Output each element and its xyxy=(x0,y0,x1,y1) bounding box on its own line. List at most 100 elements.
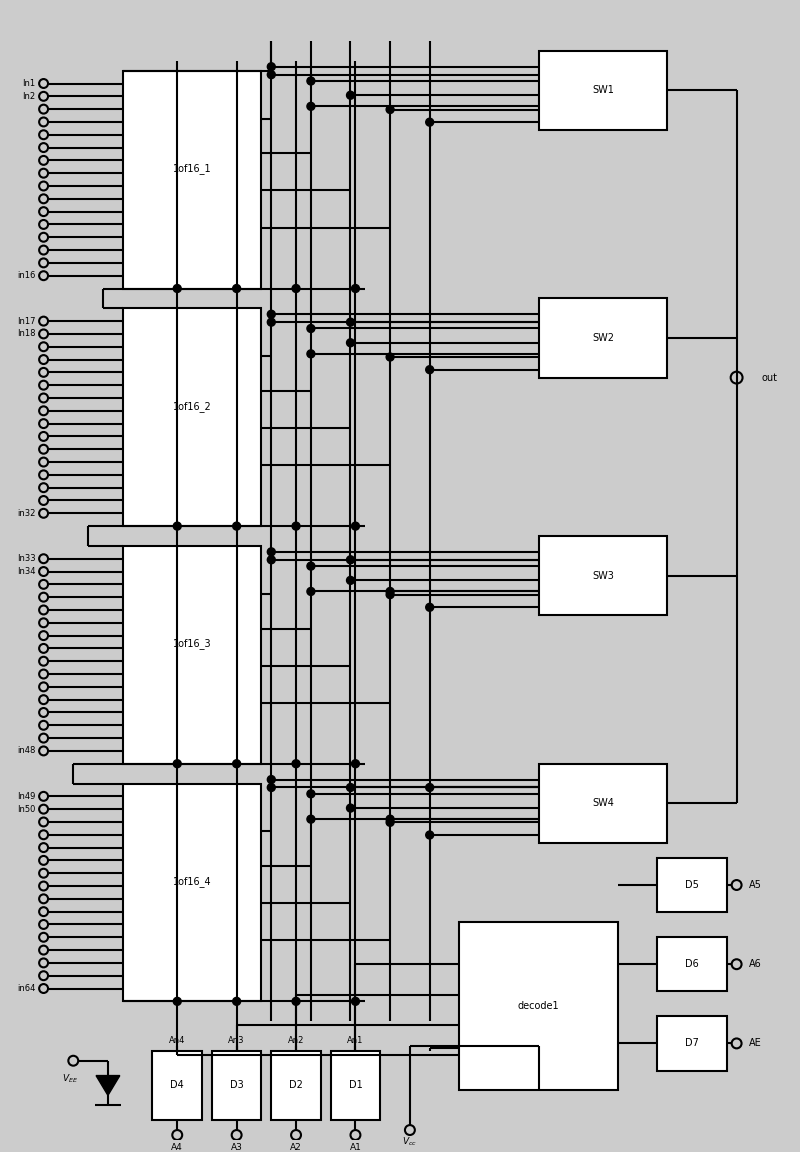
Circle shape xyxy=(233,285,241,293)
Bar xyxy=(271,1051,321,1120)
Circle shape xyxy=(346,555,354,563)
Circle shape xyxy=(267,70,275,78)
Circle shape xyxy=(233,998,241,1006)
Text: In50: In50 xyxy=(18,804,36,813)
Circle shape xyxy=(426,365,434,373)
Circle shape xyxy=(346,318,354,326)
Circle shape xyxy=(386,591,394,599)
Circle shape xyxy=(267,318,275,326)
Circle shape xyxy=(267,783,275,791)
Circle shape xyxy=(426,783,434,791)
Text: In49: In49 xyxy=(18,791,36,801)
Text: 1of16_1: 1of16_1 xyxy=(173,164,211,174)
Circle shape xyxy=(292,998,300,1006)
Text: An2: An2 xyxy=(288,1037,304,1045)
Circle shape xyxy=(174,285,182,293)
Circle shape xyxy=(346,576,354,584)
Text: D2: D2 xyxy=(289,1081,303,1091)
Text: in32: in32 xyxy=(18,509,36,517)
Circle shape xyxy=(386,106,394,113)
Text: D1: D1 xyxy=(349,1081,362,1091)
Text: A1: A1 xyxy=(350,1144,362,1152)
Bar xyxy=(122,783,262,1001)
Circle shape xyxy=(307,588,315,596)
Text: In17: In17 xyxy=(17,317,36,326)
Text: $V_{cc}$: $V_{cc}$ xyxy=(402,1136,418,1149)
Text: SW4: SW4 xyxy=(592,798,614,809)
Text: A5: A5 xyxy=(749,880,762,890)
Bar xyxy=(122,546,262,764)
Circle shape xyxy=(351,760,359,767)
Circle shape xyxy=(267,310,275,318)
Circle shape xyxy=(351,998,359,1006)
Circle shape xyxy=(174,998,182,1006)
Circle shape xyxy=(267,548,275,555)
Circle shape xyxy=(426,831,434,839)
Circle shape xyxy=(233,760,241,767)
Circle shape xyxy=(233,522,241,530)
Text: An4: An4 xyxy=(169,1037,186,1045)
Bar xyxy=(330,1051,380,1120)
Text: D4: D4 xyxy=(170,1081,184,1091)
Text: in16: in16 xyxy=(18,271,36,280)
Circle shape xyxy=(386,816,394,824)
Bar xyxy=(459,922,618,1091)
Polygon shape xyxy=(96,1076,120,1096)
Bar xyxy=(538,51,667,130)
Circle shape xyxy=(307,77,315,85)
Circle shape xyxy=(346,804,354,812)
Circle shape xyxy=(292,285,300,293)
Circle shape xyxy=(307,325,315,333)
Bar xyxy=(122,70,262,288)
Text: 1of16_3: 1of16_3 xyxy=(173,638,211,650)
Text: D6: D6 xyxy=(685,960,699,969)
Bar xyxy=(122,309,262,526)
Text: D7: D7 xyxy=(685,1038,699,1048)
Text: An3: An3 xyxy=(228,1037,245,1045)
Text: In1: In1 xyxy=(22,79,36,88)
Text: AE: AE xyxy=(749,1038,762,1048)
Text: SW2: SW2 xyxy=(592,333,614,343)
Bar xyxy=(658,858,726,912)
Circle shape xyxy=(307,350,315,358)
Text: in48: in48 xyxy=(18,746,36,756)
Bar xyxy=(538,536,667,615)
Text: out: out xyxy=(762,372,778,382)
Bar xyxy=(212,1051,262,1120)
Text: An1: An1 xyxy=(347,1037,364,1045)
Circle shape xyxy=(292,760,300,767)
Circle shape xyxy=(174,522,182,530)
Text: 1of16_4: 1of16_4 xyxy=(173,876,211,887)
Circle shape xyxy=(346,783,354,791)
Text: $V_{EE}$: $V_{EE}$ xyxy=(62,1073,78,1085)
Circle shape xyxy=(307,103,315,111)
Circle shape xyxy=(307,790,315,798)
Circle shape xyxy=(426,604,434,612)
Circle shape xyxy=(386,818,394,826)
Text: In33: In33 xyxy=(17,554,36,563)
Circle shape xyxy=(386,353,394,361)
Circle shape xyxy=(351,285,359,293)
Circle shape xyxy=(346,339,354,347)
Text: A6: A6 xyxy=(749,960,762,969)
Bar xyxy=(538,764,667,843)
Circle shape xyxy=(346,91,354,99)
Circle shape xyxy=(267,62,275,70)
Text: In34: In34 xyxy=(17,567,36,576)
Bar xyxy=(658,937,726,992)
Bar xyxy=(658,1016,726,1070)
Circle shape xyxy=(307,816,315,824)
Text: SW1: SW1 xyxy=(592,85,614,96)
Text: SW3: SW3 xyxy=(592,570,614,581)
Bar xyxy=(153,1051,202,1120)
Circle shape xyxy=(307,562,315,570)
Text: in64: in64 xyxy=(18,984,36,993)
Text: D3: D3 xyxy=(230,1081,243,1091)
Text: decode1: decode1 xyxy=(518,1001,559,1011)
Text: In18: In18 xyxy=(17,329,36,339)
Text: D5: D5 xyxy=(685,880,699,890)
Bar xyxy=(538,298,667,378)
Text: A2: A2 xyxy=(290,1144,302,1152)
Text: 1of16_2: 1of16_2 xyxy=(173,401,211,411)
Circle shape xyxy=(426,119,434,126)
